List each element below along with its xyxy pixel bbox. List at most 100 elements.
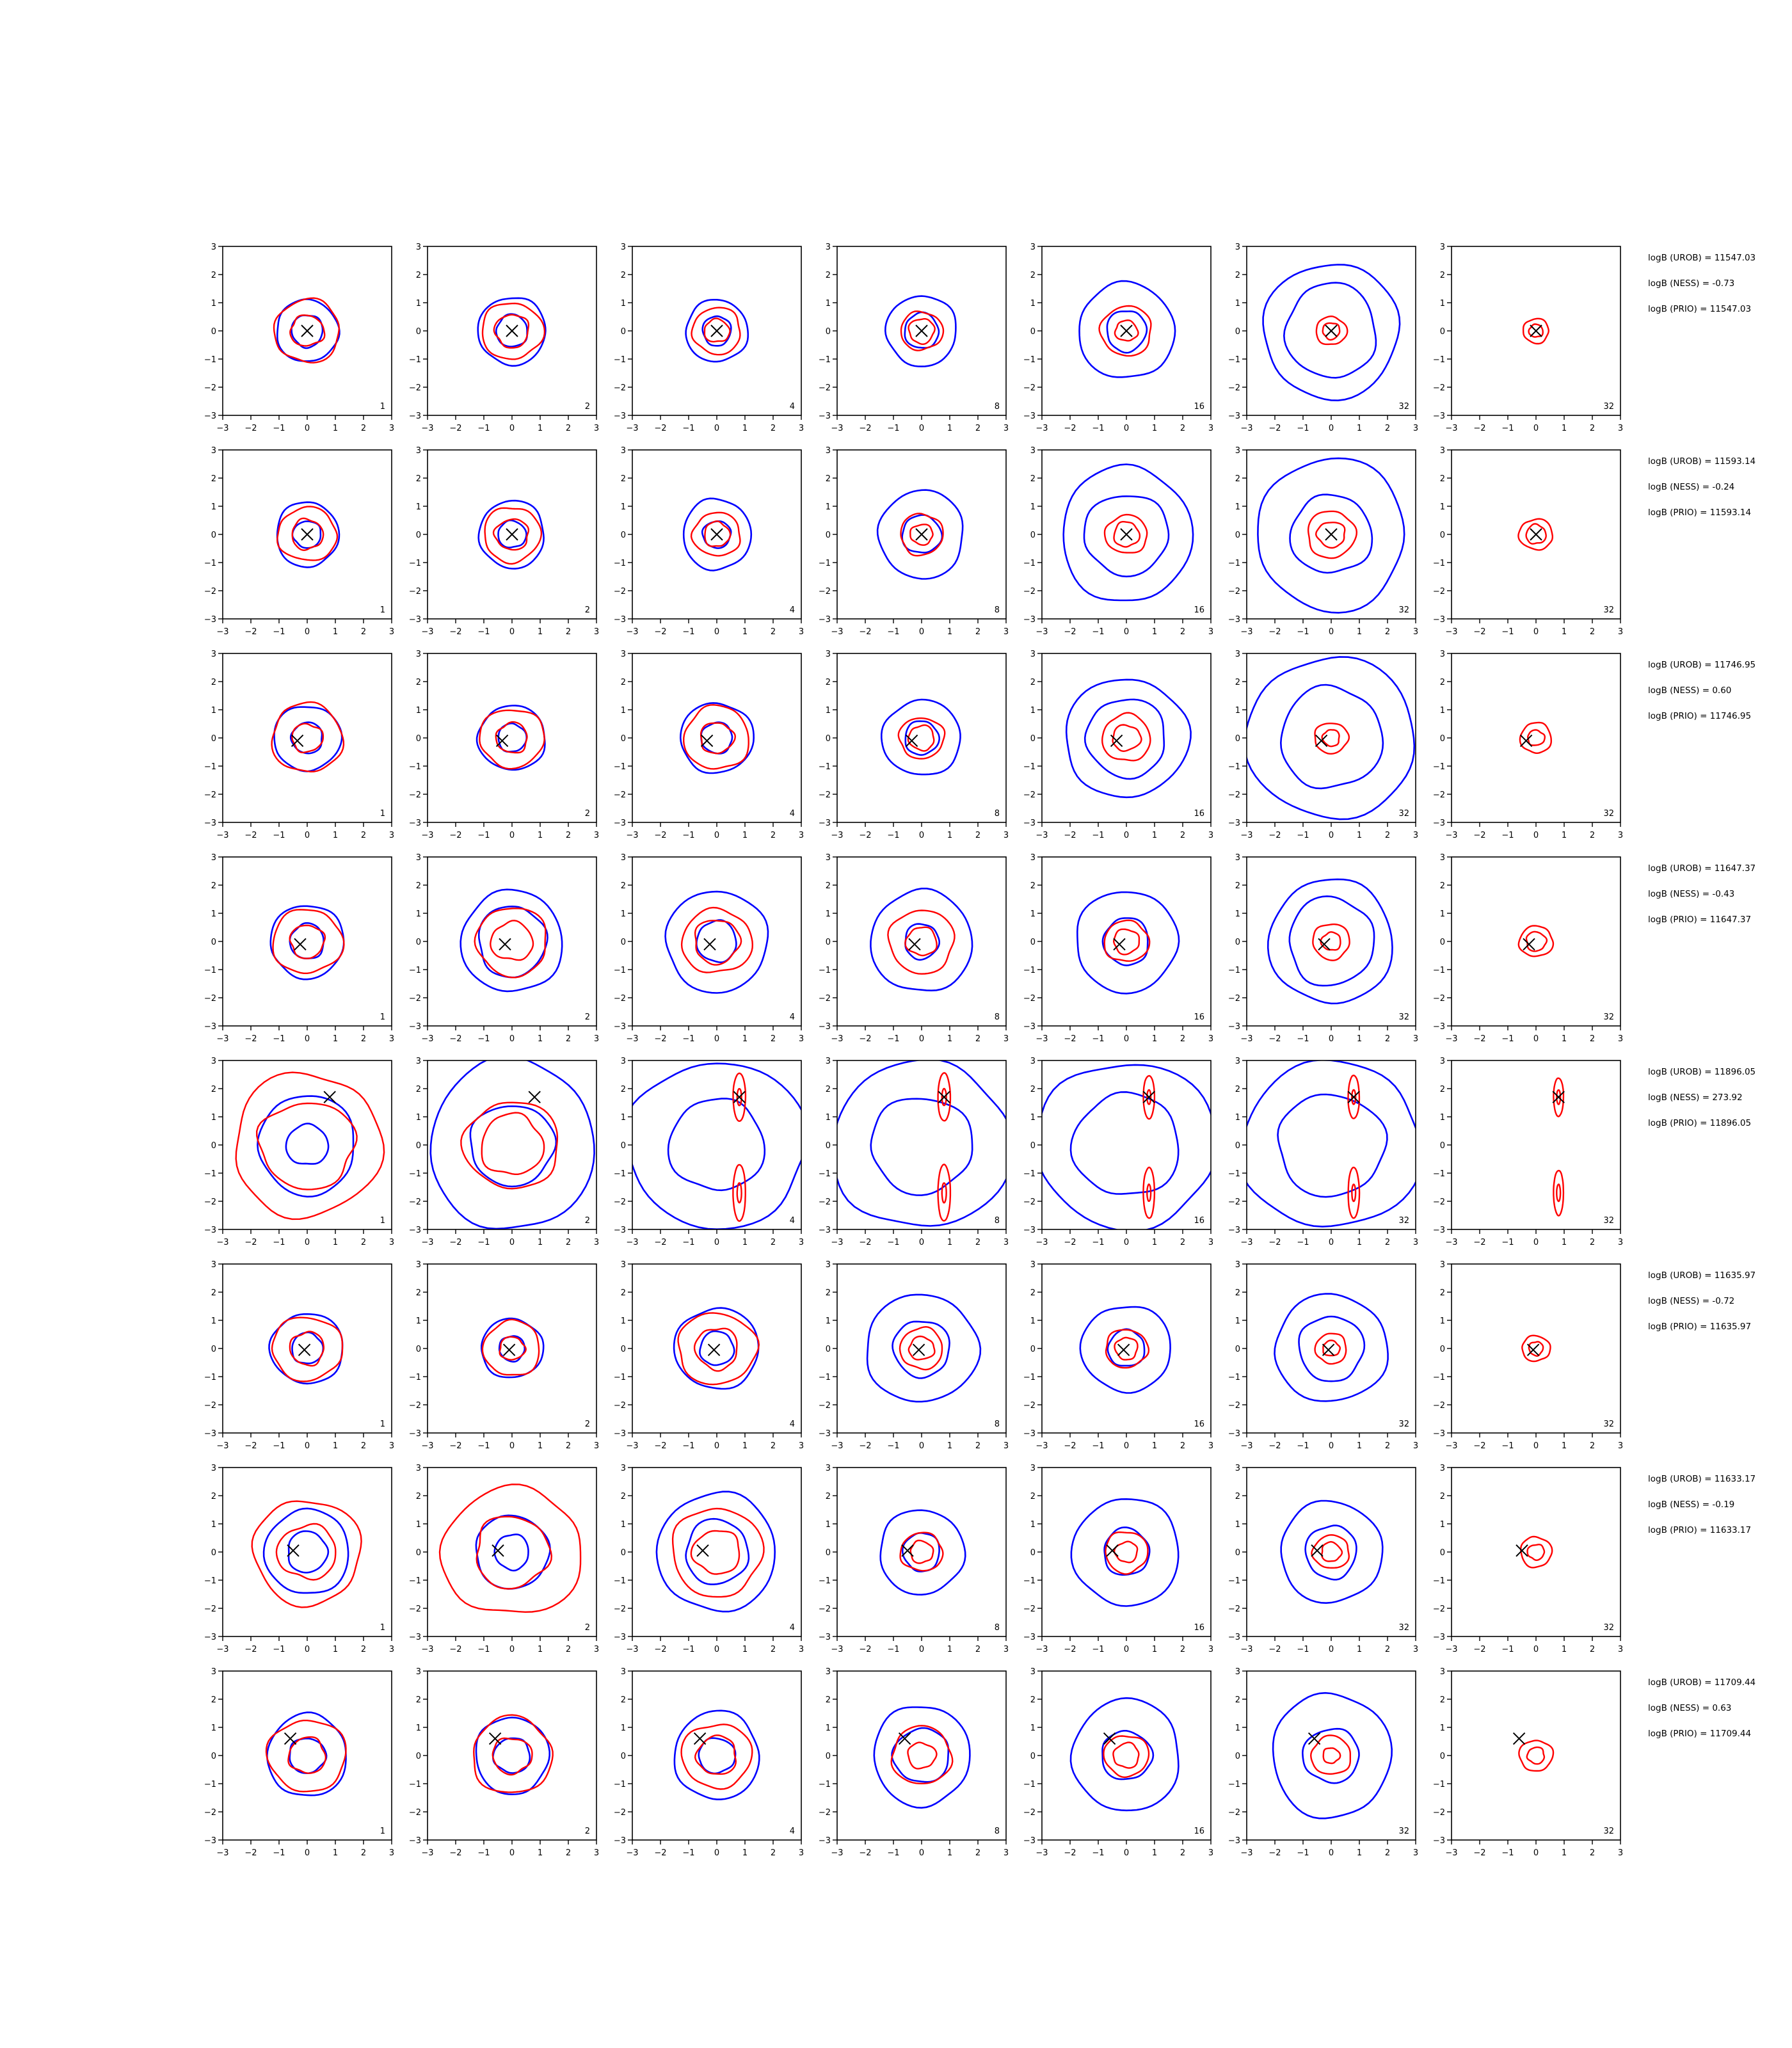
- x-tick-label: 3: [799, 627, 804, 637]
- subplot-r1-c1: −3−3 −2 −2 −1 −1 0 0 1 1 2 2 3 3 1: [204, 243, 394, 433]
- contour-layer: [476, 705, 546, 771]
- y-tick-label: 3: [1440, 650, 1445, 659]
- red-contour: [255, 1102, 358, 1190]
- red-contour: [732, 1072, 747, 1123]
- x-tick-label: −2: [244, 1645, 257, 1654]
- y-tick-label: 2: [211, 1288, 216, 1298]
- x-tick-label: −3: [626, 1034, 638, 1044]
- x-tick-label: −2: [859, 1034, 871, 1044]
- x-tick-label: 1: [333, 1034, 338, 1044]
- y-tick-label: 1: [1030, 706, 1036, 716]
- y-tick-label: 0: [621, 1141, 626, 1151]
- red-contour: [1347, 1166, 1361, 1219]
- y-tick-label: 2: [826, 1695, 831, 1705]
- y-tick-label: −1: [614, 559, 626, 568]
- subplot-r2-c1: −3−3 −2 −2 −1 −1 0 0 1 1 2 2 3 3 1: [204, 446, 394, 637]
- y-tick-label: −1: [204, 1780, 216, 1789]
- y-tick-label: 0: [1235, 327, 1240, 337]
- x-tick-label: 0: [305, 1034, 310, 1044]
- x-marker: [284, 1732, 297, 1745]
- subplot-r8-c2: −3−3 −2 −2 −1 −1 0 0 1 1 2 2 3 3 2: [409, 1667, 599, 1858]
- y-tick-label: −3: [1228, 1836, 1240, 1846]
- blue-contour: [285, 1123, 330, 1165]
- y-tick-label: 3: [1030, 1667, 1036, 1677]
- x-tick-label: 0: [919, 424, 924, 433]
- x-marker: [707, 1343, 721, 1356]
- x-tick-label: 2: [566, 831, 571, 840]
- x-tick-label: 2: [771, 831, 776, 840]
- y-tick-label: 1: [1030, 1316, 1036, 1326]
- y-tick-label: −1: [409, 355, 421, 365]
- y-tick-label: 3: [1235, 1464, 1240, 1473]
- red-contour: [476, 1516, 553, 1590]
- y-tick-label: 0: [1440, 1141, 1445, 1151]
- blue-contour: [695, 919, 737, 964]
- x-tick-label: 2: [1180, 831, 1185, 840]
- x-tick-label: −3: [1445, 1441, 1457, 1451]
- y-tick-label: −1: [204, 1169, 216, 1179]
- blue-contour: [1288, 895, 1375, 987]
- y-tick-label: 2: [416, 1695, 421, 1705]
- y-tick-label: 3: [826, 243, 831, 252]
- x-marker: [1325, 528, 1338, 541]
- x-marker: [506, 528, 518, 541]
- x-tick-label: 3: [1618, 627, 1623, 637]
- x-tick-label: −1: [1297, 1034, 1309, 1044]
- contour-layer: [477, 499, 545, 570]
- blue-contour: [1065, 678, 1192, 799]
- x-tick-label: 0: [509, 1238, 515, 1247]
- y-tick-label: 2: [1235, 1695, 1240, 1705]
- x-marker: [323, 1091, 336, 1103]
- red-contour: [1146, 1183, 1152, 1202]
- panel-corner-label: 16: [1194, 809, 1204, 819]
- blue-contour: [701, 315, 732, 347]
- x-tick-label: −3: [1240, 627, 1252, 637]
- x-tick-label: 3: [1413, 1645, 1418, 1654]
- x-tick-label: −2: [1064, 1848, 1076, 1858]
- x-tick-label: 3: [1004, 1645, 1009, 1654]
- y-tick-label: 2: [416, 1085, 421, 1094]
- y-tick-label: 3: [621, 1260, 626, 1270]
- red-contour: [677, 1312, 760, 1386]
- y-tick-label: 1: [1440, 909, 1445, 919]
- y-tick-label: −1: [1433, 559, 1445, 568]
- y-tick-label: 2: [621, 474, 626, 484]
- x-tick-label: −1: [1297, 627, 1309, 637]
- x-tick-label: −2: [244, 424, 257, 433]
- contour-layer: [1274, 1293, 1389, 1402]
- x-tick-label: −1: [1297, 1645, 1309, 1654]
- y-tick-label: −2: [204, 1604, 216, 1614]
- x-tick-label: 0: [1533, 1645, 1539, 1654]
- red-contour: [1312, 924, 1350, 961]
- x-marker: [291, 734, 304, 748]
- x-marker: [298, 1343, 311, 1356]
- contour-layer: [881, 698, 961, 776]
- subplot-r7-c2: −3−3 −2 −2 −1 −1 0 0 1 1 2 2 3 3 2: [409, 1464, 599, 1654]
- x-tick-label: 3: [594, 424, 599, 433]
- panel-corner-label: 1: [380, 1012, 385, 1022]
- x-tick-label: 2: [1180, 1238, 1185, 1247]
- panel-corner-label: 16: [1194, 402, 1204, 412]
- red-contour: [287, 1736, 327, 1774]
- x-tick-label: −2: [244, 1848, 257, 1858]
- red-contour: [937, 1164, 952, 1222]
- blue-contour: [1304, 1524, 1357, 1581]
- x-tick-label: −1: [273, 1645, 285, 1654]
- blue-contour: [673, 1307, 760, 1390]
- x-tick-label: 0: [1533, 1441, 1539, 1451]
- y-tick-label: −2: [1023, 383, 1036, 393]
- red-contour: [1113, 521, 1141, 548]
- red-contour: [1517, 518, 1553, 551]
- subplot-r1-c2: −3−3 −2 −2 −1 −1 0 0 1 1 2 2 3 3 2: [409, 243, 599, 433]
- y-tick-label: −2: [1433, 994, 1445, 1004]
- blue-contour: [664, 890, 769, 994]
- x-tick-label: 2: [975, 1645, 980, 1654]
- y-tick-label: −1: [819, 966, 831, 975]
- red-contour: [1114, 319, 1139, 342]
- y-tick-label: −1: [409, 1576, 421, 1586]
- x-tick-label: −1: [1297, 1238, 1309, 1247]
- y-tick-label: −2: [614, 1808, 626, 1818]
- x-tick-label: 2: [1385, 1238, 1390, 1247]
- x-tick-label: −2: [654, 1034, 666, 1044]
- x-tick-label: 2: [771, 1441, 776, 1451]
